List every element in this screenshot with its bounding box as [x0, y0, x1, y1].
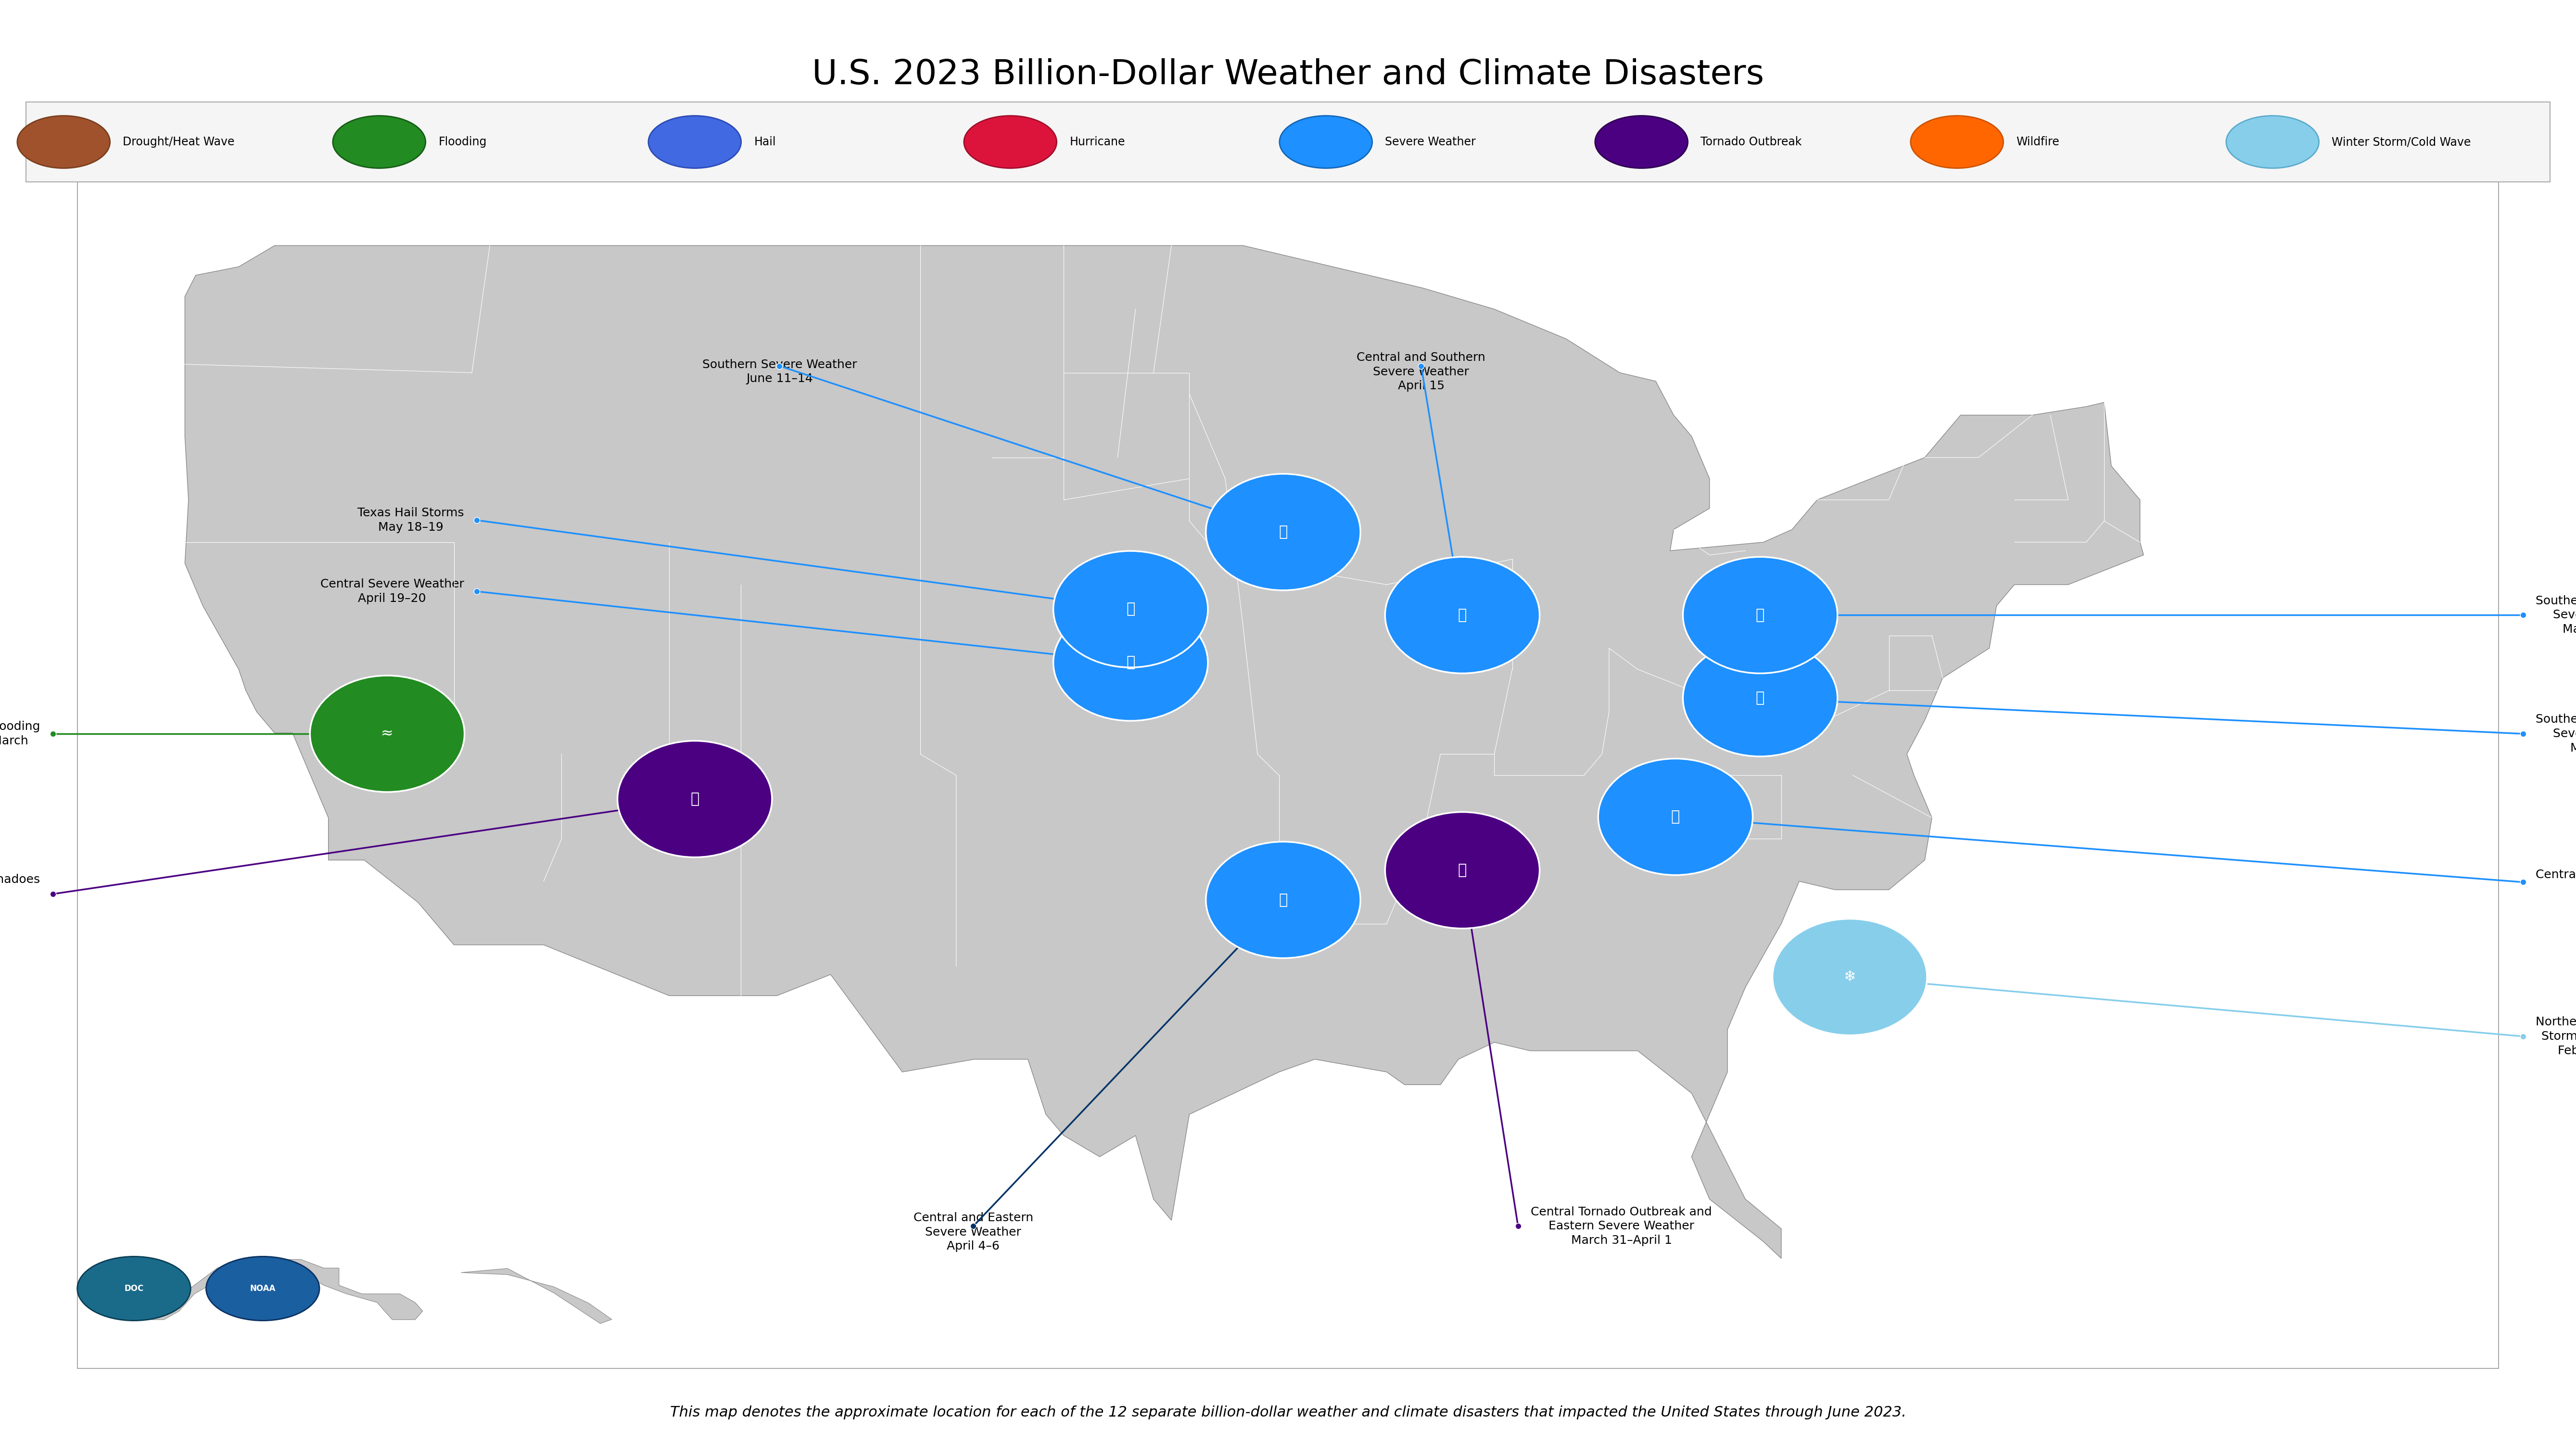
Ellipse shape	[309, 676, 464, 792]
Text: 🏠: 🏠	[1126, 603, 1136, 616]
Text: ❄: ❄	[1844, 970, 1855, 984]
Text: Northeastern Winter
Storm / Cold Wave
February 2–5: Northeastern Winter Storm / Cold Wave Fe…	[2535, 1016, 2576, 1057]
Circle shape	[206, 1257, 319, 1321]
Ellipse shape	[1597, 759, 1752, 875]
Ellipse shape	[618, 741, 773, 858]
Polygon shape	[185, 246, 2143, 1258]
Ellipse shape	[1054, 604, 1208, 721]
Text: ⛈: ⛈	[1278, 893, 1288, 907]
Circle shape	[332, 116, 425, 169]
Text: 🌪: 🌪	[1458, 863, 1466, 877]
Circle shape	[2226, 116, 2318, 169]
Text: NOAA: NOAA	[250, 1284, 276, 1293]
Text: Hail: Hail	[755, 137, 775, 147]
Text: U.S. 2023 Billion-Dollar Weather and Climate Disasters: U.S. 2023 Billion-Dollar Weather and Cli…	[811, 58, 1765, 92]
Ellipse shape	[1386, 556, 1540, 673]
Ellipse shape	[1772, 919, 1927, 1035]
Text: Wildfire: Wildfire	[2017, 137, 2058, 147]
Text: Southern and Eastern
Severe Weather
March 24–26: Southern and Eastern Severe Weather Marc…	[2535, 596, 2576, 635]
Ellipse shape	[1682, 641, 1837, 757]
Polygon shape	[461, 1268, 613, 1324]
Text: DOC: DOC	[124, 1284, 144, 1293]
Text: Severe Weather: Severe Weather	[1386, 137, 1476, 147]
Text: Winter Storm/Cold Wave: Winter Storm/Cold Wave	[2331, 137, 2470, 147]
FancyBboxPatch shape	[26, 102, 2550, 182]
Text: California Flooding
January–March: California Flooding January–March	[0, 721, 41, 747]
Text: ⛈: ⛈	[1126, 655, 1136, 670]
Text: ≈: ≈	[381, 727, 394, 741]
Text: Central Severe Weather
April 19–20: Central Severe Weather April 19–20	[319, 578, 464, 604]
Text: Texas Hail Storms
May 18–19: Texas Hail Storms May 18–19	[358, 507, 464, 533]
Ellipse shape	[1206, 842, 1360, 958]
Circle shape	[18, 116, 111, 169]
Ellipse shape	[1386, 812, 1540, 929]
Text: Central and Eastern Tornadoes
and Hail Storms
May 10–12: Central and Eastern Tornadoes and Hail S…	[0, 874, 41, 914]
Text: Hurricane: Hurricane	[1069, 137, 1126, 147]
Circle shape	[77, 1257, 191, 1321]
Text: Southern and Eastern
Severe Weather
March 2–3: Southern and Eastern Severe Weather Marc…	[2535, 713, 2576, 754]
Text: Central Severe Weather
May 6–8: Central Severe Weather May 6–8	[2535, 869, 2576, 895]
Circle shape	[1911, 116, 2004, 169]
Text: 🌪: 🌪	[690, 792, 698, 807]
Ellipse shape	[1054, 550, 1208, 667]
Polygon shape	[134, 1259, 422, 1319]
FancyBboxPatch shape	[77, 182, 2499, 1369]
Text: Central and Eastern
Severe Weather
April 4–6: Central and Eastern Severe Weather April…	[914, 1211, 1033, 1252]
Circle shape	[963, 116, 1056, 169]
Ellipse shape	[1682, 556, 1837, 673]
Text: ⛈: ⛈	[1672, 810, 1680, 824]
Text: Flooding: Flooding	[438, 137, 487, 147]
Text: Drought/Heat Wave: Drought/Heat Wave	[124, 137, 234, 147]
Text: This map denotes the approximate location for each of the 12 separate billion-do: This map denotes the approximate locatio…	[670, 1405, 1906, 1420]
Ellipse shape	[1206, 473, 1360, 590]
Text: ⛈: ⛈	[1757, 609, 1765, 622]
Circle shape	[1595, 116, 1687, 169]
Text: Southern Severe Weather
June 11–14: Southern Severe Weather June 11–14	[703, 358, 858, 384]
Text: ⛈: ⛈	[1757, 692, 1765, 705]
Text: Central and Southern
Severe Weather
April 15: Central and Southern Severe Weather Apri…	[1358, 352, 1486, 392]
Text: ⛈: ⛈	[1458, 609, 1466, 622]
Circle shape	[1280, 116, 1373, 169]
Text: Tornado Outbreak: Tornado Outbreak	[1700, 137, 1801, 147]
Text: ⛈: ⛈	[1278, 526, 1288, 539]
Circle shape	[649, 116, 742, 169]
Text: Central Tornado Outbreak and
Eastern Severe Weather
March 31–April 1: Central Tornado Outbreak and Eastern Sev…	[1530, 1206, 1713, 1246]
